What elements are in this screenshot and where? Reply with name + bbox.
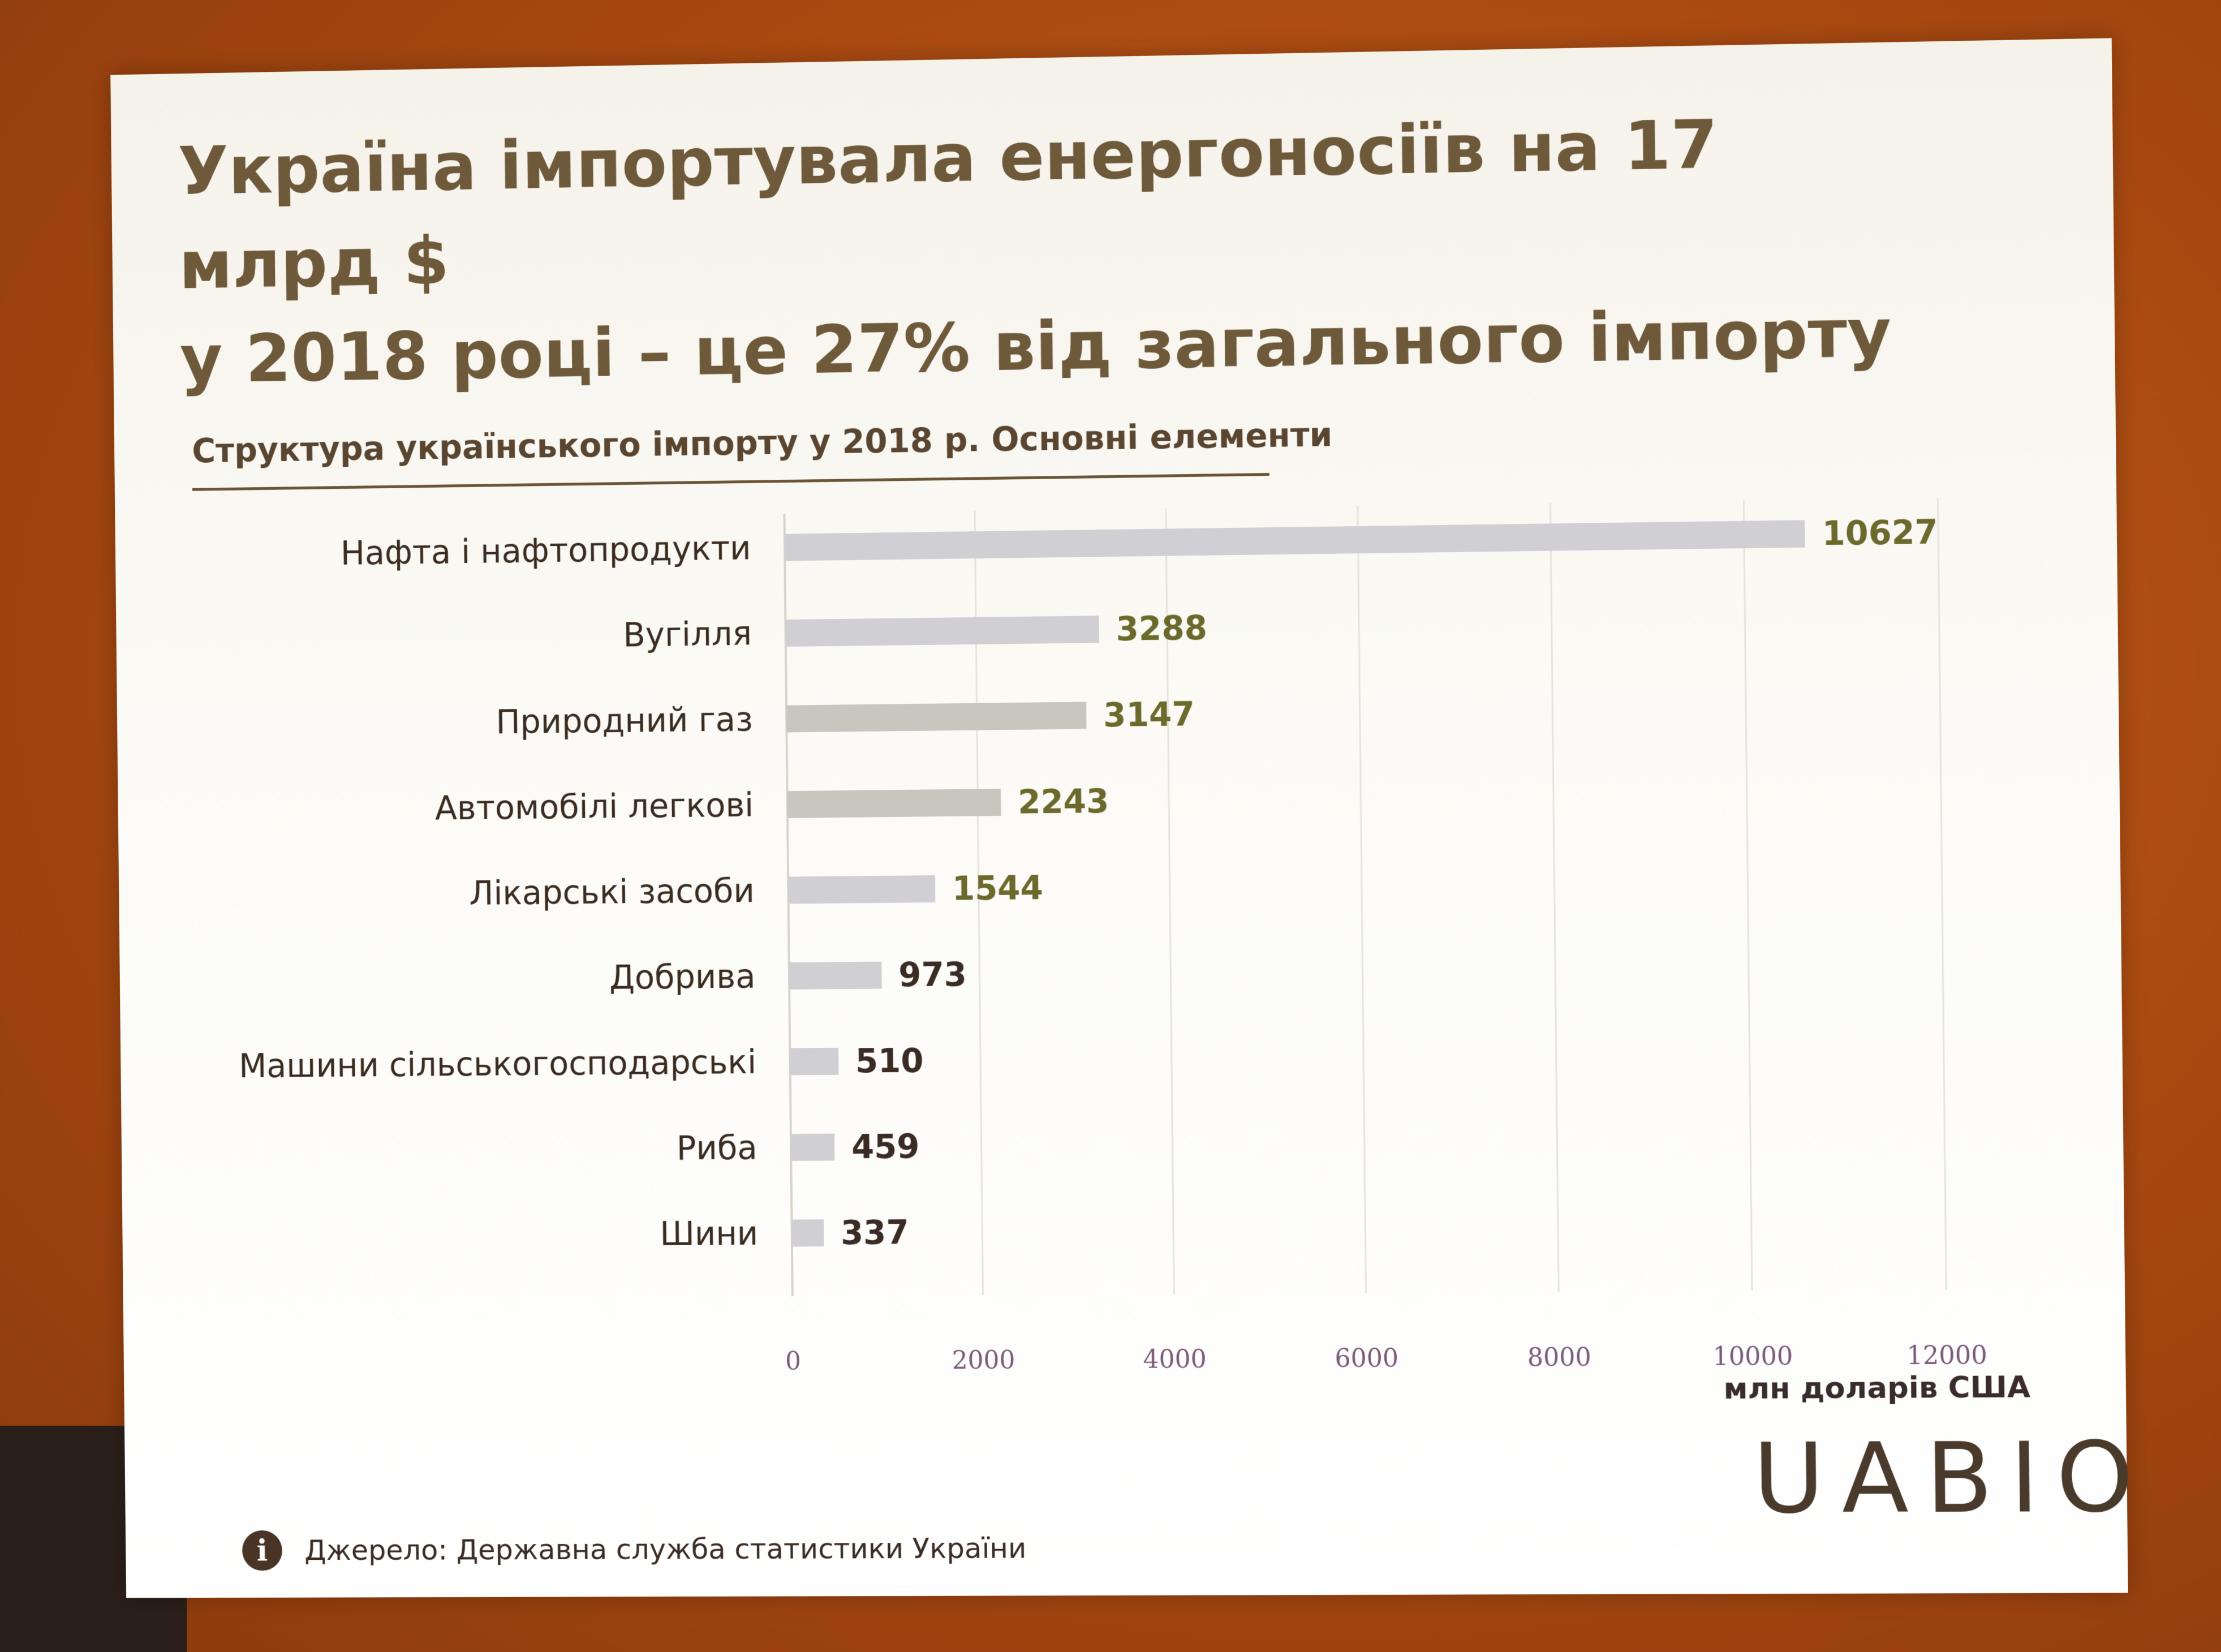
x-tick-label: 12000 <box>1906 1341 1987 1370</box>
x-tick-label: 10000 <box>1712 1342 1793 1371</box>
bar-value-label: 1544 <box>952 868 1044 908</box>
category-label: Вугілля <box>623 614 752 655</box>
category-label: Автомобілі легкові <box>435 786 754 828</box>
x-tick-label: 6000 <box>1335 1344 1398 1373</box>
gridline-12000 <box>1938 498 1947 1290</box>
bar <box>790 1048 838 1075</box>
bar-value-label: 973 <box>898 955 967 994</box>
bar <box>791 1134 835 1161</box>
bar-value-label: 3147 <box>1103 695 1195 734</box>
source-note: i Джерело: Державна служба статистики Ук… <box>242 1528 1027 1571</box>
x-tick-label: 0 <box>785 1347 801 1376</box>
gridline-8000 <box>1550 503 1559 1292</box>
bar <box>786 702 1087 732</box>
presentation-slide: Україна імпортувала енергоносіїв на 17 м… <box>110 38 2128 1598</box>
bar <box>787 789 1001 818</box>
category-label: Риба <box>677 1128 757 1167</box>
x-tick-label: 4000 <box>1143 1345 1207 1374</box>
bar <box>785 520 1805 561</box>
bar <box>791 1219 824 1246</box>
bar <box>785 616 1099 647</box>
category-label: Машини сільськогосподарські <box>239 1043 756 1085</box>
category-label: Нафта і нафтопродукти <box>341 528 751 573</box>
category-label: Добрива <box>609 957 756 996</box>
gridline-10000 <box>1744 501 1752 1291</box>
bar-value-label: 10627 <box>1822 513 1938 553</box>
info-icon: i <box>242 1530 282 1571</box>
category-label: Природний газ <box>496 700 753 741</box>
bar <box>788 875 935 904</box>
gridline-6000 <box>1358 506 1366 1293</box>
uabio-logo: UABIO <box>1753 1421 2151 1535</box>
bar-value-label: 459 <box>851 1127 920 1166</box>
category-label: Лікарські засоби <box>469 871 755 913</box>
x-axis-unit-label: млн доларів США <box>1723 1370 2030 1406</box>
x-tick-label: 2000 <box>952 1346 1015 1375</box>
source-text: Джерело: Державна служба статистики Укра… <box>304 1532 1027 1567</box>
x-tick-label: 8000 <box>1527 1343 1591 1372</box>
bar-chart: 0 2000 4000 6000 8000 10000 12000 Нафта і нафто… <box>110 38 2126 1418</box>
bar <box>789 962 882 990</box>
bar-value-label: 3288 <box>1116 608 1207 648</box>
bar-value-label: 2243 <box>1018 782 1109 821</box>
category-label: Шини <box>660 1214 758 1253</box>
bar-value-label: 337 <box>841 1213 909 1252</box>
bar-value-label: 510 <box>855 1041 924 1080</box>
